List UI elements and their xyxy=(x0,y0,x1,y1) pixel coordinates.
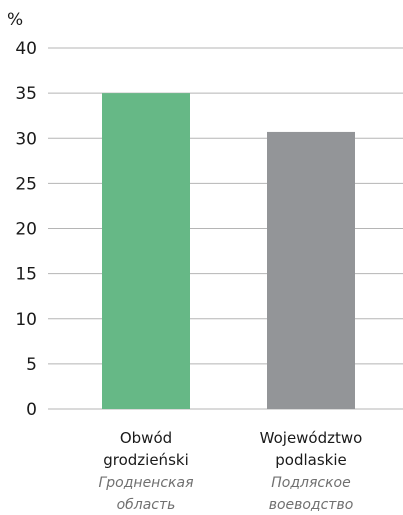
x-category-label-1-line-1: Obwód xyxy=(120,429,172,447)
x-category-label-1-line-2: grodzieński xyxy=(103,451,189,469)
x-category-sublabel-2-line-1: Подляское xyxy=(271,475,350,491)
y-tick-label-35: 35 xyxy=(15,84,37,104)
y-axis-unit-label: % xyxy=(7,10,23,30)
y-tick-label-5: 5 xyxy=(26,355,37,375)
x-category-label-2-line-1: Województwo xyxy=(260,429,363,447)
y-tick-label-25: 25 xyxy=(15,174,37,194)
bar-2 xyxy=(267,131,355,409)
x-category-sublabel-2-line-2: воеводство xyxy=(269,497,354,513)
y-tick-label-20: 20 xyxy=(15,220,37,240)
x-category-labels: Obwód grodzieński Гродненская область Wojewó… xyxy=(98,429,362,513)
y-tick-label-15: 15 xyxy=(15,265,37,285)
y-tick-labels: 0 5 10 15 20 25 30 35 40 xyxy=(15,39,37,420)
bars xyxy=(102,93,355,409)
x-category-sublabel-1-line-2: область xyxy=(117,497,176,513)
y-tick-label-40: 40 xyxy=(15,39,37,59)
y-tick-label-30: 30 xyxy=(15,129,37,149)
y-tick-label-10: 10 xyxy=(15,310,37,330)
y-tick-label-0: 0 xyxy=(26,400,37,420)
x-category-sublabel-1-line-1: Гродненская xyxy=(98,475,193,491)
x-category-label-2-line-2: podlaskie xyxy=(275,451,346,469)
bar-1 xyxy=(102,93,190,409)
